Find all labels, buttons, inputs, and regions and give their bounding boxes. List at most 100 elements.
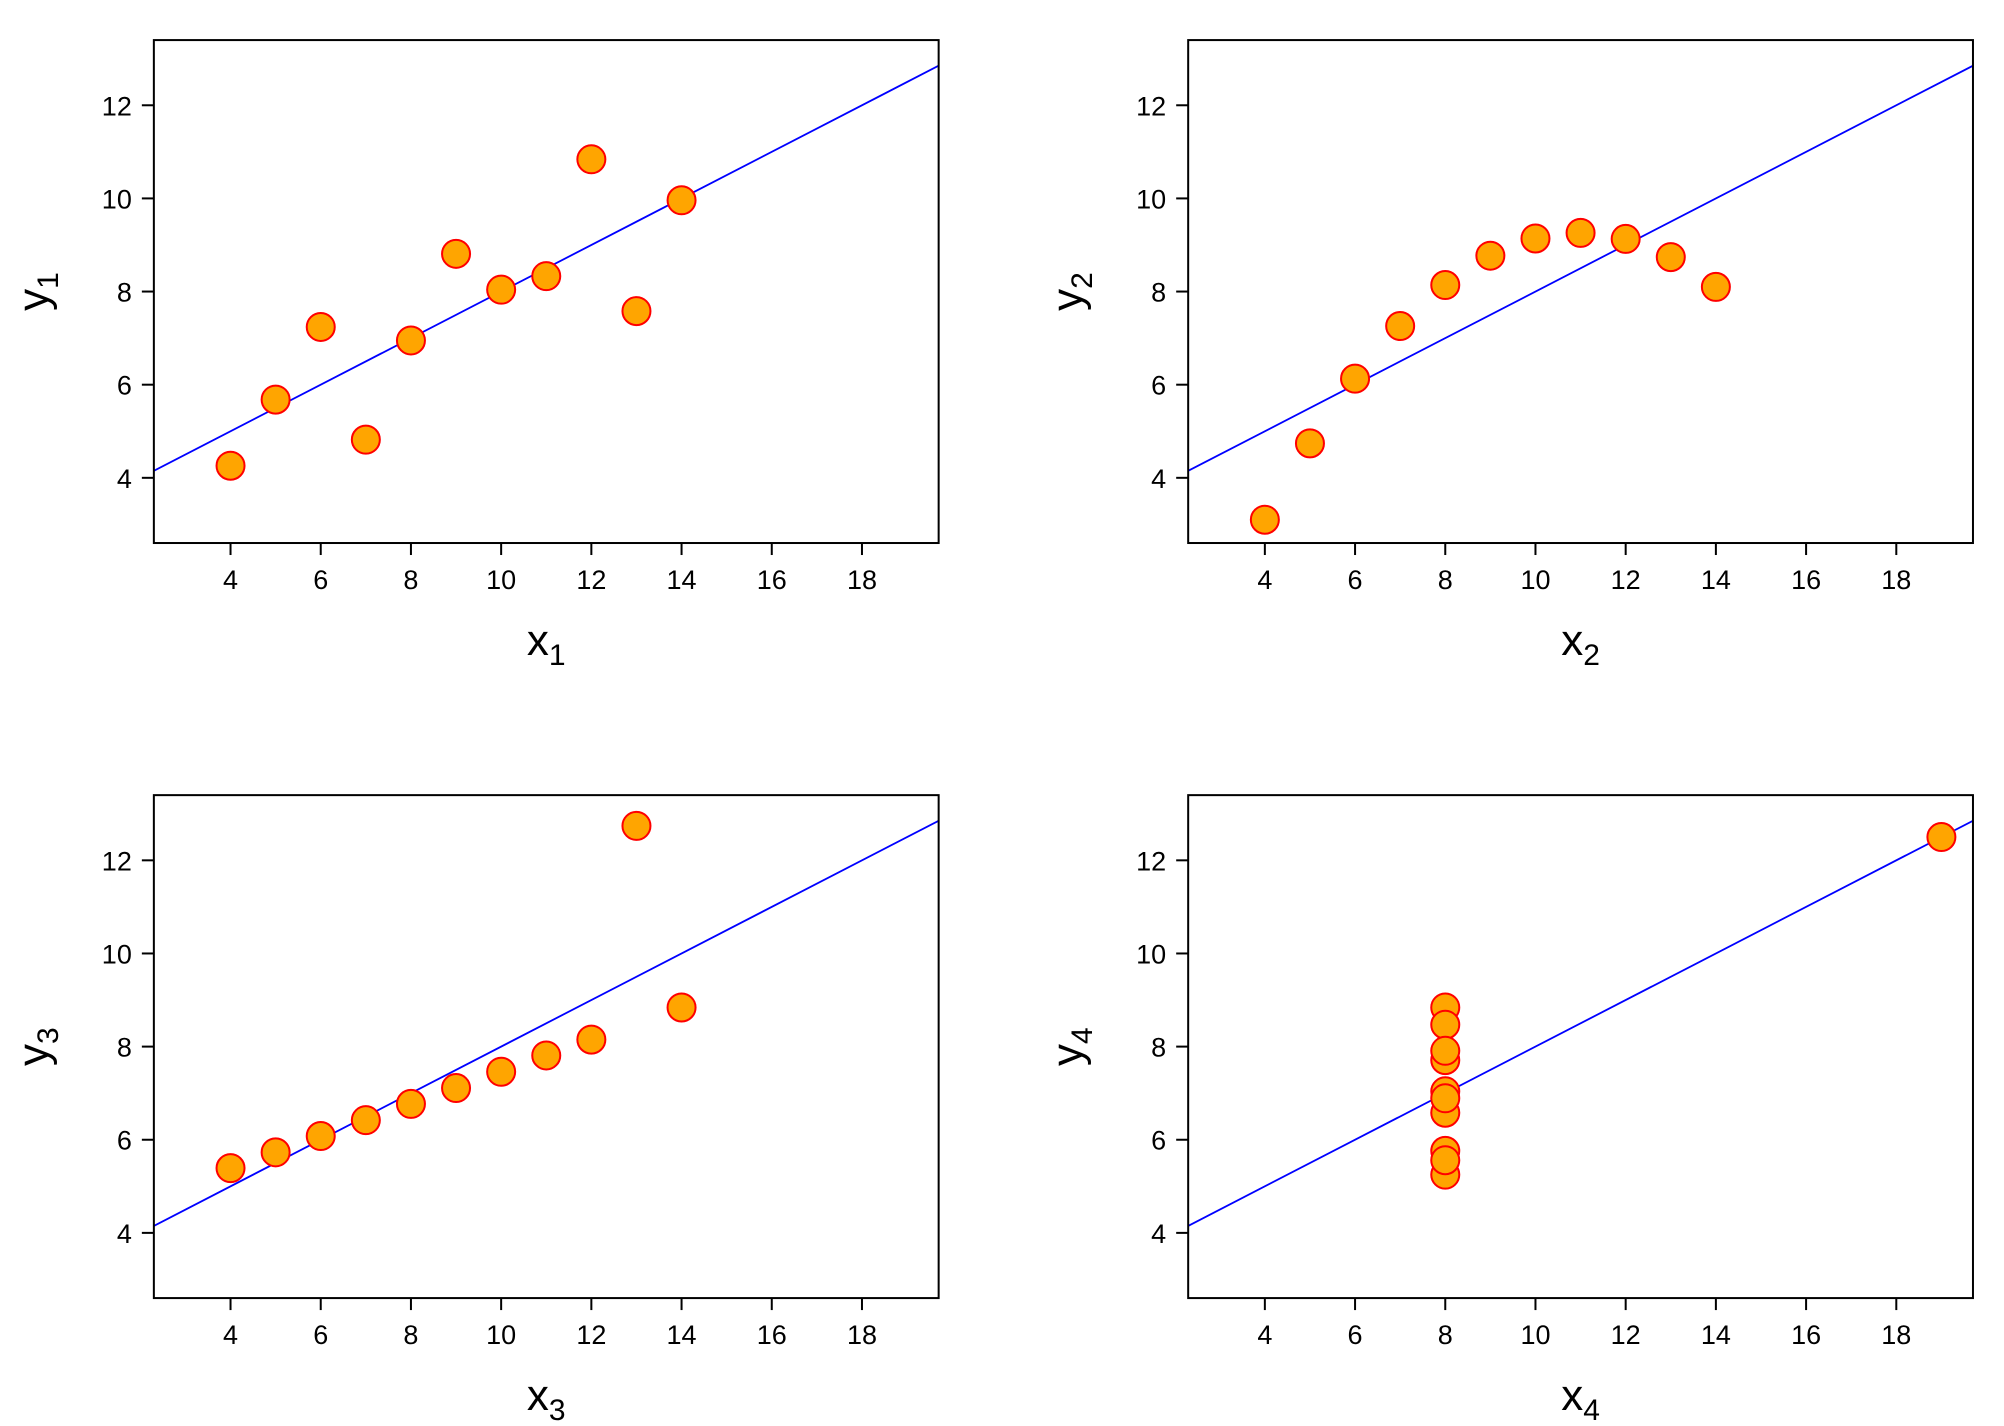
chart-2-point: [1565, 217, 1596, 248]
chart-3-point: [395, 1088, 426, 1119]
chart-1-x-tick-label: 12: [576, 565, 606, 595]
chart-3-point: [486, 1056, 517, 1087]
chart-1-point: [576, 144, 607, 175]
chart-3-x-axis-title-main: x: [527, 1371, 549, 1420]
chart-3-x-tick-label: 16: [757, 1320, 787, 1350]
chart-4-frame: [1187, 794, 1974, 1300]
chart-3-y-axis-title-main: y: [9, 1044, 58, 1066]
chart-2-y-tick-label: 4: [1151, 464, 1166, 494]
chart-4-x-tick-label: 16: [1791, 1320, 1821, 1350]
chart-4-x-tick-label: 10: [1520, 1320, 1550, 1350]
chart-4-point: [1430, 1009, 1461, 1040]
chart-1-y-tick-label: 8: [117, 278, 132, 308]
chart-1-y-tick-label: 6: [117, 371, 132, 401]
chart-4-y-axis-title: y4: [1043, 1027, 1099, 1066]
chart-3-x-tick-label: 8: [403, 1320, 418, 1350]
chart-4-y-tick-label: 6: [1151, 1126, 1166, 1156]
chart-3-point: [576, 1024, 607, 1055]
chart-1-x-tick-label: 10: [486, 565, 516, 595]
chart-4-x-tick-label: 18: [1881, 1320, 1911, 1350]
chart-3-y-tick-label: 8: [117, 1033, 132, 1063]
chart-1-point: [666, 185, 697, 216]
chart-2-y-axis-title-main: y: [1043, 289, 1092, 311]
chart-2-point: [1655, 242, 1686, 273]
chart-2-x-tick-label: 4: [1257, 565, 1272, 595]
chart-4-point: [1430, 1145, 1461, 1176]
chart-1-y-tick-label: 4: [117, 464, 132, 494]
chart-3-y-axis-title: y3: [9, 1027, 65, 1066]
chart-3-x-tick-label: 10: [486, 1320, 516, 1350]
chart-3-y-tick-label: 12: [102, 846, 132, 876]
chart-1-point: [621, 296, 652, 327]
chart-4-x-tick-label: 6: [1348, 1320, 1363, 1350]
chart-3-x-axis-title-sub: 3: [549, 1394, 566, 1426]
chart-1-x-axis-title-main: x: [527, 616, 549, 665]
chart-2-y-tick-label: 6: [1151, 371, 1166, 401]
chart-1-point: [260, 384, 291, 415]
chart-3-x-tick-label: 12: [576, 1320, 606, 1350]
chart-1-x-tick-label: 18: [847, 565, 877, 595]
chart-3-x-tick-label: 4: [223, 1320, 238, 1350]
chart-4-fit-line: [1188, 819, 1973, 1227]
chart-2-x-tick-label: 14: [1701, 565, 1731, 595]
chart-1-y-axis-title: y1: [9, 272, 65, 311]
chart-2-x-tick-label: 18: [1881, 565, 1911, 595]
chart-1-frame: [152, 39, 940, 545]
chart-2-point: [1700, 271, 1731, 302]
chart-2-fit-line: [1188, 64, 1973, 472]
chart-4-point: [1430, 1035, 1461, 1066]
chart-3-point: [441, 1073, 472, 1104]
chart-4-y-axis-title-main: y: [1043, 1044, 1092, 1066]
chart-4-x-axis-title-sub: 4: [1583, 1394, 1600, 1426]
chart-3-y-axis-title-sub: 3: [32, 1027, 65, 1044]
chart-3-point: [260, 1137, 291, 1168]
chart-3-point: [621, 810, 652, 841]
chart-2-x-axis-title-sub: 2: [1583, 639, 1600, 672]
chart-1-y-axis-title-sub: 1: [32, 272, 65, 289]
chart-1-x-tick-label: 14: [667, 565, 697, 595]
chart-1-point: [486, 274, 517, 305]
chart-1-x-tick-label: 16: [757, 565, 787, 595]
chart-4-y-tick-label: 4: [1151, 1219, 1166, 1249]
chart-1-point: [305, 311, 336, 342]
chart-2-point: [1294, 428, 1325, 459]
chart-4-point: [1926, 822, 1957, 853]
chart-3-point: [531, 1040, 562, 1071]
chart-1-point: [441, 238, 472, 269]
chart-1-point: [531, 261, 562, 292]
chart-2-y-tick-label: 10: [1136, 184, 1166, 214]
chart-1-point: [215, 450, 246, 481]
chart-2-point: [1385, 311, 1416, 342]
chart-3-y-tick-label: 4: [117, 1219, 132, 1249]
chart-2-point: [1340, 363, 1371, 394]
chart-3-x-tick-label: 6: [313, 1320, 328, 1350]
chart-4-y-axis-title-sub: 4: [1066, 1027, 1099, 1044]
chart-2-x-axis-title-main: x: [1561, 616, 1583, 665]
chart-4-x-axis-title: x4: [1561, 1371, 1600, 1426]
chart-4-y-tick-label: 10: [1136, 939, 1166, 969]
chart-4-x-axis-title-main: x: [1561, 1371, 1583, 1420]
chart-2-point: [1475, 240, 1506, 271]
chart-3-point: [350, 1105, 381, 1136]
chart-3-x-tick-label: 14: [667, 1320, 697, 1350]
chart-1-x-tick-label: 6: [313, 565, 328, 595]
chart-2-y-tick-label: 8: [1151, 278, 1166, 308]
chart-2-y-tick-label: 12: [1136, 91, 1166, 121]
chart-2-point: [1610, 223, 1641, 254]
chart-1-point: [350, 424, 381, 455]
chart-4-y-tick-label: 12: [1136, 846, 1166, 876]
chart-3-x-axis-title: x3: [527, 1371, 566, 1426]
chart-2-y-axis-title-sub: 2: [1066, 272, 1099, 289]
chart-2-frame: [1187, 39, 1974, 545]
chart-4-x-tick-label: 14: [1701, 1320, 1731, 1350]
chart-1-y-axis-title-main: y: [9, 289, 58, 311]
chart-2-x-axis-title: x2: [1561, 616, 1600, 672]
chart-1-x-axis-title: x1: [527, 616, 566, 672]
chart-3-point: [305, 1121, 336, 1152]
chart-2-point: [1249, 504, 1280, 535]
